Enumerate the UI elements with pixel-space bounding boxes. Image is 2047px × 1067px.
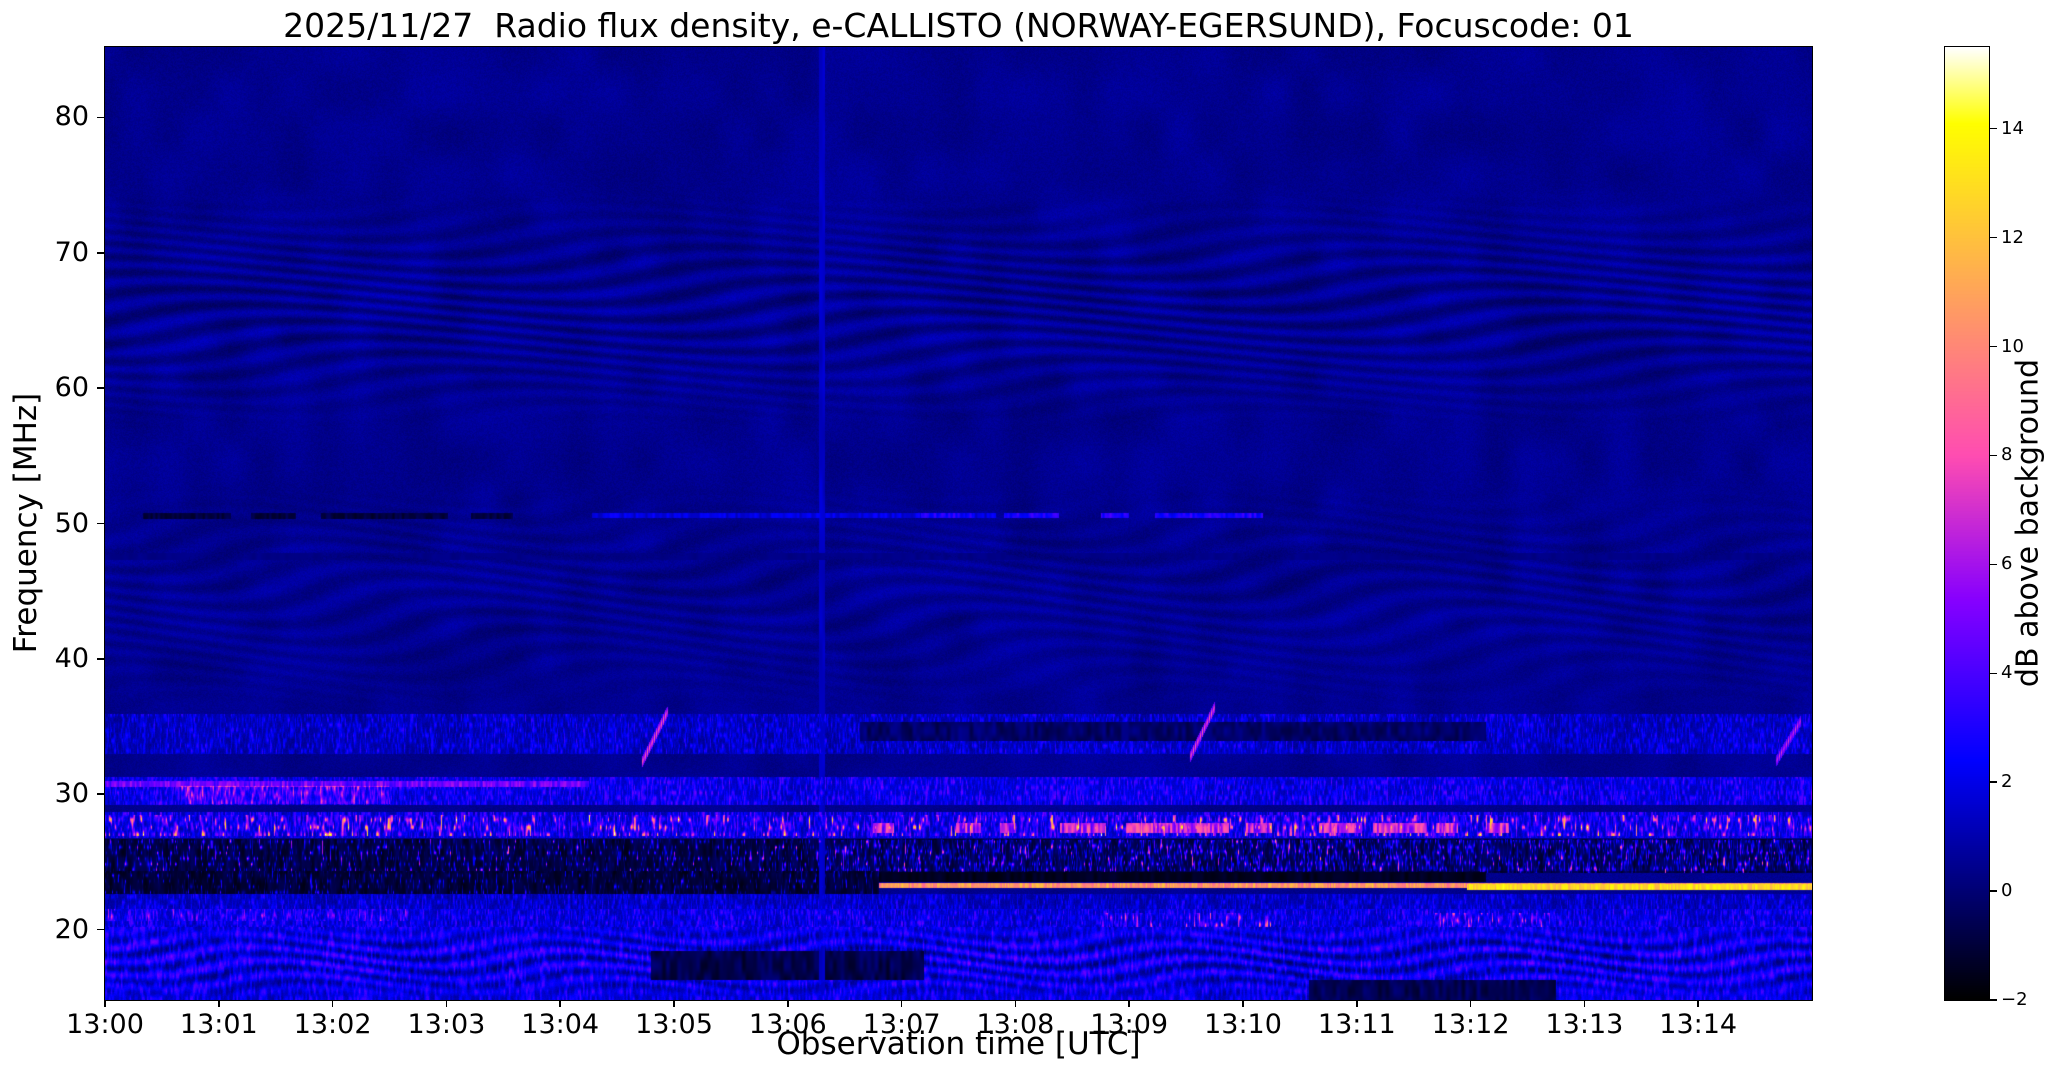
y-tick-mark [97,928,105,931]
x-tick-label: 13:05 [635,1009,713,1040]
colorbar-tick-mark [1990,672,1997,674]
y-tick-label: 30 [54,778,89,810]
y-tick-mark [97,658,105,660]
y-tick-label: 70 [54,236,89,268]
y-tick-mark [97,522,105,525]
x-tick-mark [1469,1000,1472,1007]
y-tick-mark [97,116,105,119]
y-tick-label: 50 [54,507,89,539]
colorbar-tick-mark [1990,345,1997,348]
colorbar-tick-mark [1990,127,1997,130]
x-tick-mark [104,1000,106,1007]
x-tick-mark [1697,1000,1699,1007]
spectrogram-canvas [105,47,1812,1000]
x-tick-mark [1242,1000,1244,1007]
colorbar-tick-label: 0 [2001,880,2013,902]
colorbar-tick-mark [1990,890,1997,892]
y-tick-mark [97,387,105,389]
x-tick-label: 13:01 [179,1009,258,1040]
x-tick-label: 13:03 [407,1009,486,1040]
colorbar-tick-mark [1990,999,1997,1001]
x-axis-label: Observation time [UTC] [776,1026,1141,1062]
x-tick-label: 13:07 [862,1009,941,1040]
colorbar [1944,46,1990,1001]
x-tick-label: 13:00 [66,1009,144,1040]
x-tick-mark [1356,1000,1358,1007]
y-tick-mark [97,793,105,795]
x-tick-label: 13:14 [1659,1009,1738,1040]
x-tick-label: 13:10 [1204,1009,1282,1040]
y-tick-label: 60 [54,372,89,404]
colorbar-tick-label: 4 [2001,662,2013,684]
colorbar-gradient [1945,47,1989,1000]
colorbar-tick-label: 14 [2001,117,2024,139]
x-tick-mark [1014,1000,1017,1007]
colorbar-tick-label: 2 [2001,771,2013,793]
colorbar-tick-label: 12 [2001,226,2024,248]
x-tick-label: 13:04 [521,1009,600,1040]
y-tick-mark [97,252,105,254]
colorbar-tick-mark [1990,236,1997,239]
colorbar-tick-mark [1990,781,1997,783]
colorbar-tick-label: 10 [2001,335,2024,357]
x-tick-mark [559,1000,561,1007]
x-tick-mark [787,1000,789,1007]
x-tick-mark [218,1000,220,1007]
x-tick-mark [673,1000,675,1007]
colorbar-label: dB above background [2010,358,2046,688]
x-tick-label: 13:08 [976,1009,1055,1040]
colorbar-tick-label: −2 [2001,989,2028,1010]
x-tick-mark [900,1000,903,1007]
chart-title: 2025/11/27 Radio flux density, e-CALLIST… [283,6,1634,45]
y-tick-label: 20 [54,913,89,945]
colorbar-tick-label: 8 [2001,444,2013,466]
colorbar-tick-mark [1990,454,1997,457]
y-tick-label: 80 [54,101,89,133]
x-tick-mark [1583,1000,1586,1007]
x-tick-mark [331,1000,334,1007]
y-tick-label: 40 [54,642,89,674]
x-tick-label: 13:13 [1545,1009,1624,1040]
x-tick-mark [1128,1000,1130,1007]
x-tick-mark [445,1000,448,1007]
x-tick-label: 13:12 [1431,1009,1510,1040]
colorbar-tick-label: 6 [2001,553,2013,575]
x-tick-label: 13:11 [1317,1009,1396,1040]
colorbar-tick-mark [1990,563,1997,566]
x-tick-label: 13:09 [1090,1009,1169,1040]
plot-area [104,46,1813,1001]
x-tick-label: 13:06 [748,1009,827,1040]
x-tick-label: 13:02 [293,1009,372,1040]
